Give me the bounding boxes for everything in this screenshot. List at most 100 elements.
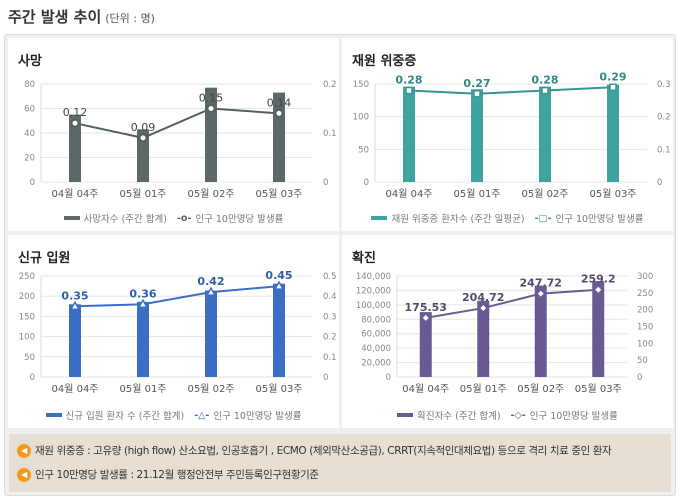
data-label: 0.28 bbox=[531, 74, 558, 87]
bar bbox=[477, 300, 490, 377]
y-left-tick-label: 50 bbox=[358, 145, 369, 155]
data-label: 0.36 bbox=[129, 287, 156, 300]
data-label: 0.14 bbox=[267, 96, 292, 109]
y-left-tick-label: 0 bbox=[364, 178, 369, 188]
y-left-tick-label: 200 bbox=[19, 292, 35, 302]
bar bbox=[403, 86, 415, 182]
bar bbox=[419, 312, 432, 377]
legend-line-label: 인구 10만명당 발생률 bbox=[213, 411, 302, 422]
chart-svg: 0 20,000 40,000 60,000 80,000 100,000 120,000 1… bbox=[356, 272, 653, 395]
y-left-tick-label: 120,000 bbox=[356, 286, 391, 296]
x-tick-label: 05월 02주 bbox=[187, 383, 234, 395]
x-tick-label: 05월 02주 bbox=[517, 383, 564, 395]
x-tick-label: 05월 01주 bbox=[460, 383, 507, 395]
marker-circle bbox=[70, 118, 80, 128]
x-tick-label: 05월 01주 bbox=[119, 383, 166, 395]
x-tick-label: 05월 03주 bbox=[575, 383, 622, 395]
x-tick-label: 04월 04주 bbox=[51, 188, 98, 200]
y-left-tick-label: 100 bbox=[19, 333, 35, 343]
panel-severe: 재원 위중증 0 50 100 150 0 0.1 0.2 0.3 04월 04주 05월 01주 0… bbox=[342, 38, 673, 231]
rate-line bbox=[425, 288, 599, 319]
marker-diamond bbox=[478, 303, 489, 314]
x-tick-label: 05월 03주 bbox=[255, 383, 302, 395]
legend-bar-swatch bbox=[45, 413, 62, 417]
legend-line-label: 인구 10만명당 발생률 bbox=[195, 214, 284, 225]
bar bbox=[471, 89, 483, 182]
data-label: 204.72 bbox=[462, 291, 504, 304]
y-left-tick-label: 0 bbox=[30, 178, 35, 188]
y-right-tick-label: 0.2 bbox=[323, 80, 337, 90]
legend: 재원 위중증 환자수 (주간 일평균) -□- 인구 10만명당 발생률 bbox=[342, 211, 673, 225]
bar bbox=[592, 281, 605, 377]
bar bbox=[205, 290, 217, 377]
marker-circle bbox=[206, 104, 216, 113]
legend: 확진자수 (주간 합계) -◇- 인구 10만명당 발생률 bbox=[342, 408, 673, 422]
page-title: 주간 발생 추이 (단위 : 명) bbox=[8, 6, 155, 27]
data-label: 0.09 bbox=[131, 121, 156, 134]
data-label: 0.45 bbox=[265, 269, 292, 282]
y-right-tick-label: 100 bbox=[637, 339, 653, 349]
y-right-tick-label: 0 bbox=[323, 373, 328, 383]
y-left-tick-label: 40 bbox=[24, 129, 35, 139]
y-right-tick-label: 150 bbox=[637, 323, 653, 333]
x-tick-label: 05월 03주 bbox=[589, 188, 636, 200]
legend-bar-label: 확진자수 (주간 합계) bbox=[417, 411, 501, 422]
legend-bar-swatch bbox=[63, 216, 80, 220]
y-left-tick-label: 80 bbox=[24, 80, 35, 90]
y-left-tick-label: 50 bbox=[24, 353, 35, 363]
y-right-tick-label: 0.1 bbox=[657, 145, 671, 155]
chart-svg: 0 20 40 60 80 0 0.1 0.2 04월 04주 05월 01주 05월 02주 05월… bbox=[24, 80, 337, 200]
x-tick-label: 05월 02주 bbox=[521, 188, 568, 200]
data-label: 0.28 bbox=[395, 74, 422, 87]
bar bbox=[534, 285, 547, 377]
panel-deaths: 사망 0 20 40 60 80 0 0.1 0.2 04월 04주 05월 01주 05월 02주 0… bbox=[8, 38, 339, 231]
panel-new-admissions: 신규 입원 0 50 100 150 200 250 0 0.1 0.2 0.3 0.4 0.5 04월 … bbox=[8, 235, 339, 428]
bar bbox=[69, 114, 81, 182]
legend: 신규 입원 환자 수 (주간 합계) -△- 인구 10만명당 발생률 bbox=[8, 408, 339, 422]
marker-triangle bbox=[273, 280, 285, 290]
y-right-tick-label: 0 bbox=[657, 178, 662, 188]
note-text: 재원 위중증 : 고유량 (high flow) 산소요법, 인공호흡기 , E… bbox=[35, 445, 612, 457]
y-right-tick-label: 0.1 bbox=[323, 353, 337, 363]
bar bbox=[273, 283, 285, 377]
rate-line bbox=[74, 285, 280, 308]
data-label: 259.2 bbox=[581, 273, 616, 286]
legend: 사망자수 (주간 합계) -o- 인구 10만명당 발생률 bbox=[8, 211, 339, 225]
data-label: 0.12 bbox=[63, 106, 88, 119]
y-left-tick-label: 0 bbox=[30, 373, 35, 383]
legend-bar-label: 재원 위중증 환자수 (주간 일평균) bbox=[391, 214, 525, 225]
panel-title: 신규 입원 bbox=[18, 251, 71, 266]
marker-square bbox=[473, 90, 481, 98]
y-left-tick-label: 40,000 bbox=[361, 344, 391, 354]
legend-line-swatch: -o- bbox=[176, 212, 192, 224]
note-severe: ◀ 재원 위중증 : 고유량 (high flow) 산소요법, 인공호흡기 , … bbox=[17, 442, 612, 460]
marker-triangle bbox=[137, 298, 149, 309]
legend-bar-swatch bbox=[371, 216, 388, 220]
y-right-tick-label: 0.2 bbox=[657, 113, 671, 123]
data-label: 0.42 bbox=[197, 275, 224, 288]
y-right-tick-label: 0.3 bbox=[657, 80, 671, 90]
legend-line-label: 인구 10만명당 발생률 bbox=[529, 411, 618, 422]
y-left-tick-label: 0 bbox=[386, 373, 391, 383]
y-left-tick-label: 150 bbox=[19, 312, 35, 322]
marker-circle bbox=[274, 108, 284, 118]
y-right-tick-label: 0.3 bbox=[323, 312, 337, 322]
marker-square bbox=[609, 83, 617, 92]
y-left-tick-label: 100 bbox=[353, 113, 369, 123]
marker-circle bbox=[138, 133, 148, 143]
charts-container: 사망 0 20 40 60 80 0 0.1 0.2 04월 04주 05월 01주 05월 02주 0… bbox=[4, 34, 676, 496]
x-tick-label: 04월 04주 bbox=[402, 383, 449, 395]
panel-title: 확진 bbox=[352, 251, 376, 266]
y-left-tick-label: 60,000 bbox=[361, 330, 391, 340]
y-right-tick-label: 300 bbox=[637, 272, 653, 282]
y-left-tick-label: 140,000 bbox=[356, 272, 391, 282]
panel-confirmed: 확진 0 20,000 40,000 60,000 80,000 100,000 120,00… bbox=[342, 235, 673, 428]
y-left-tick-label: 60 bbox=[24, 105, 35, 115]
legend-bar-label: 신규 입원 환자 수 (주간 합계) bbox=[65, 411, 185, 422]
rate-line bbox=[408, 86, 614, 95]
panel-title: 재원 위중증 bbox=[352, 54, 417, 69]
legend-line-swatch: -□- bbox=[534, 212, 552, 224]
x-tick-label: 05월 01주 bbox=[453, 188, 500, 200]
legend-line-swatch: -△- bbox=[194, 409, 210, 421]
legend-bar-swatch bbox=[397, 413, 414, 417]
